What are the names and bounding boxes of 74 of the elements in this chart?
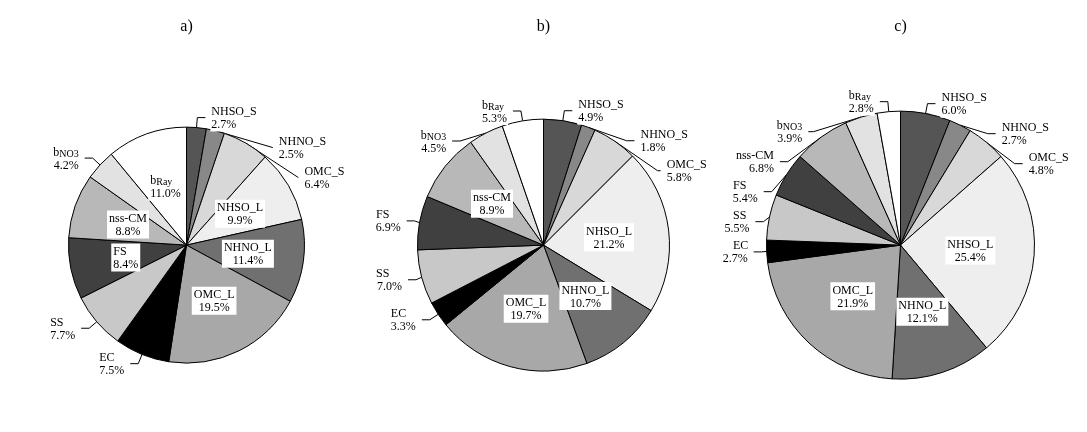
- data-label: 4.8%: [1028, 163, 1054, 178]
- slice-label: bNO3: [420, 127, 447, 142]
- slice-label: NHSO_L: [947, 236, 994, 251]
- data-label: 10.7%: [569, 295, 601, 310]
- slice-label: NHSO_L: [586, 223, 633, 238]
- slice-label: nss-CM: [472, 190, 512, 205]
- slice-label: nss-CM: [735, 148, 775, 163]
- slice-label: NHNO_L: [223, 240, 272, 255]
- slice-label: EC: [733, 238, 749, 253]
- data-label: 6.0%: [941, 103, 967, 118]
- data-label: 11.4%: [232, 253, 264, 268]
- data-label: 6.9%: [375, 220, 401, 235]
- data-label: 8.8%: [115, 223, 141, 238]
- slice-label: SS: [50, 314, 64, 329]
- data-label: 21.9%: [837, 295, 869, 310]
- slice-label: NHSO_S: [941, 90, 987, 105]
- slice-label: SS: [376, 266, 390, 281]
- data-label: 2.7%: [722, 251, 748, 266]
- chart-title: c): [894, 16, 907, 35]
- slice-label: bNO3: [776, 118, 803, 133]
- slice-label: bNO3: [53, 144, 79, 159]
- data-label: 11.0%: [150, 186, 181, 201]
- data-label: 5.4%: [732, 191, 758, 206]
- slice-label: OMC_L: [832, 282, 874, 297]
- slice-label: NHNO_L: [561, 282, 610, 297]
- data-label: 2.7%: [1001, 133, 1027, 148]
- slice-label: NHNO_L: [898, 298, 947, 313]
- data-label: 7.5%: [99, 363, 125, 378]
- slice-label: OMC_S: [304, 164, 345, 179]
- data-label: 4.9%: [578, 110, 604, 125]
- slice-label: NHNO_S: [640, 127, 688, 142]
- slice-label: EC: [390, 306, 407, 321]
- data-label: 4.5%: [421, 140, 447, 155]
- slice-label: NHNO_S: [1001, 120, 1050, 135]
- slice-label: FS: [733, 178, 747, 193]
- slice-label: OMC_S: [666, 157, 707, 172]
- data-label: 12.1%: [906, 311, 938, 326]
- slice-label: NHSO_S: [578, 97, 624, 112]
- data-label: 8.4%: [113, 257, 139, 271]
- data-label: 8.9%: [479, 203, 505, 218]
- slice-label: OMC_L: [193, 287, 235, 302]
- data-label: 5.5%: [724, 221, 750, 236]
- slice-label: bRay: [481, 97, 505, 112]
- slice-label: SS: [733, 208, 747, 223]
- chart-title: a): [180, 16, 193, 35]
- data-label: 19.5%: [198, 300, 230, 315]
- data-label: 5.8%: [666, 170, 692, 185]
- data-label: 7.0%: [377, 279, 403, 294]
- slice-label: NHNO_S: [278, 134, 327, 149]
- slice-label: bRay: [848, 88, 871, 103]
- slice-label: FS: [113, 244, 127, 258]
- data-label: 1.8%: [640, 140, 666, 155]
- data-label: 3.3%: [390, 319, 416, 334]
- data-label: 3.9%: [777, 131, 803, 146]
- data-label: 7.7%: [50, 327, 76, 342]
- slice-label: NHSO_S: [211, 104, 257, 119]
- slice-label: OMC_S: [1028, 150, 1069, 165]
- slice-label: nss-CM: [109, 210, 148, 225]
- data-label: 2.7%: [211, 117, 237, 132]
- slice-label: NHSO_L: [216, 200, 263, 215]
- slice-label: FS: [376, 207, 390, 222]
- data-label: 6.8%: [748, 161, 774, 176]
- data-label: 2.5%: [278, 147, 304, 162]
- slice-label: bRay: [150, 173, 173, 188]
- data-label: 4.2%: [53, 157, 79, 172]
- data-label: 21.2%: [593, 236, 625, 251]
- data-label: 9.9%: [227, 213, 253, 228]
- data-label: 6.4%: [304, 177, 330, 192]
- chart-title: b): [536, 16, 551, 35]
- data-label: 2.8%: [848, 101, 874, 116]
- data-label: 19.7%: [510, 308, 542, 323]
- data-label: 25.4%: [954, 249, 986, 264]
- slice-label: OMC_L: [505, 295, 547, 310]
- slice-label: EC: [99, 350, 115, 365]
